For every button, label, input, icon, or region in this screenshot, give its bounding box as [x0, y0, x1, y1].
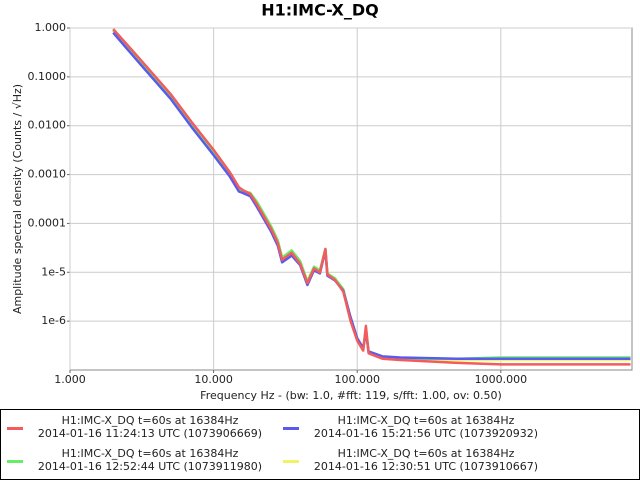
grid: [67, 27, 632, 373]
x-tick-label: 10.000: [194, 373, 233, 386]
y-tick-label: 1e-6: [41, 314, 66, 327]
y-axis-label: Amplitude spectral density (Counts / √Hz…: [11, 84, 24, 314]
y-tick-label: 0.1000: [28, 70, 67, 83]
legend-entry: H1:IMC-X_DQ t=60s at 16384Hz 2014-01-16 …: [3, 412, 303, 444]
legend-swatch: [283, 427, 299, 430]
legend-swatch: [7, 427, 23, 430]
legend-entry: H1:IMC-X_DQ t=60s at 16384Hz 2014-01-16 …: [279, 445, 579, 477]
y-tick-label: 1e-5: [41, 265, 66, 278]
chart: H1:IMC-X_DQ Frequency Hz - (bw: 1.0, #ff…: [11, 1, 633, 402]
legend-label: H1:IMC-X_DQ t=60s at 16384Hz 2014-01-16 …: [313, 447, 539, 473]
legend-label: H1:IMC-X_DQ t=60s at 16384Hz 2014-01-16 …: [37, 447, 263, 473]
x-tick-label: 100.000: [334, 373, 380, 386]
legend-label: H1:IMC-X_DQ t=60s at 16384Hz 2014-01-16 …: [37, 414, 263, 440]
x-tick-label: 1.000: [54, 373, 86, 386]
x-axis-label: Frequency Hz - (bw: 1.0, #fft: 119, s/ff…: [200, 389, 502, 402]
y-tick-label: 0.0001: [28, 216, 67, 229]
legend: H1:IMC-X_DQ t=60s at 16384Hz 2014-01-16 …: [0, 409, 640, 480]
legend-entry: H1:IMC-X_DQ t=60s at 16384Hz 2014-01-16 …: [3, 445, 303, 477]
series-line: [112, 28, 631, 366]
lines: [112, 28, 631, 366]
y-tick-label: 0.0100: [28, 119, 67, 132]
legend-swatch: [7, 460, 23, 463]
x-tick-label: 1000.000: [475, 373, 528, 386]
legend-entry: H1:IMC-X_DQ t=60s at 16384Hz 2014-01-16 …: [279, 412, 579, 444]
y-tick-label: 1.000: [35, 21, 67, 34]
legend-label: H1:IMC-X_DQ t=60s at 16384Hz 2014-01-16 …: [313, 414, 539, 440]
y-tick-label: 0.0010: [28, 168, 67, 181]
chart-title: H1:IMC-X_DQ: [261, 1, 378, 20]
legend-swatch: [283, 460, 299, 463]
